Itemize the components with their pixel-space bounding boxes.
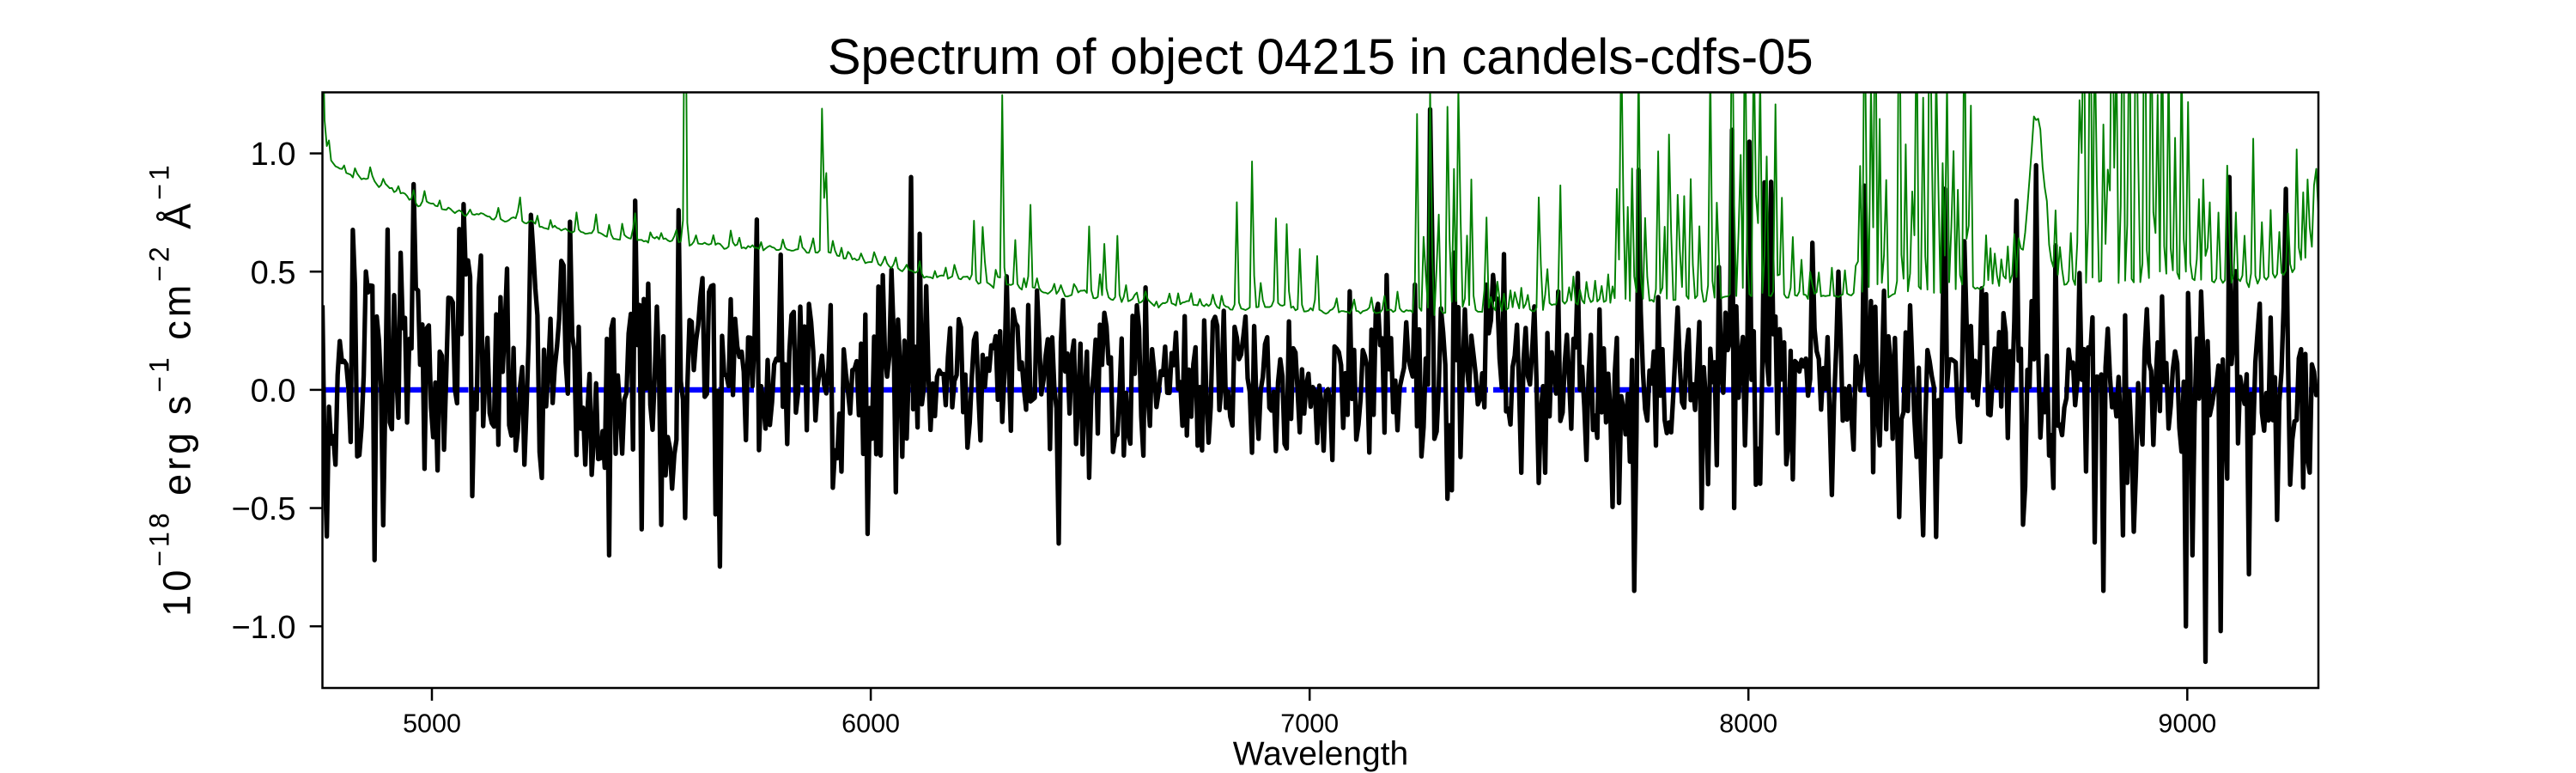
svg-text:5000: 5000 <box>403 709 461 739</box>
svg-text:Wavelength: Wavelength <box>1233 736 1409 773</box>
svg-text:−0.5: −0.5 <box>231 491 295 527</box>
svg-text:0.0: 0.0 <box>251 373 296 409</box>
svg-text:7000: 7000 <box>1280 709 1339 739</box>
svg-text:Spectrum of object 04215 in ca: Spectrum of object 04215 in candels-cdfs… <box>828 29 1814 85</box>
svg-text:6000: 6000 <box>841 709 900 739</box>
svg-text:9000: 9000 <box>2158 709 2216 739</box>
svg-text:−1.0: −1.0 <box>231 610 295 646</box>
svg-text:0.5: 0.5 <box>251 255 296 291</box>
svg-text:1.0: 1.0 <box>251 137 296 173</box>
svg-text:8000: 8000 <box>1719 709 1777 739</box>
